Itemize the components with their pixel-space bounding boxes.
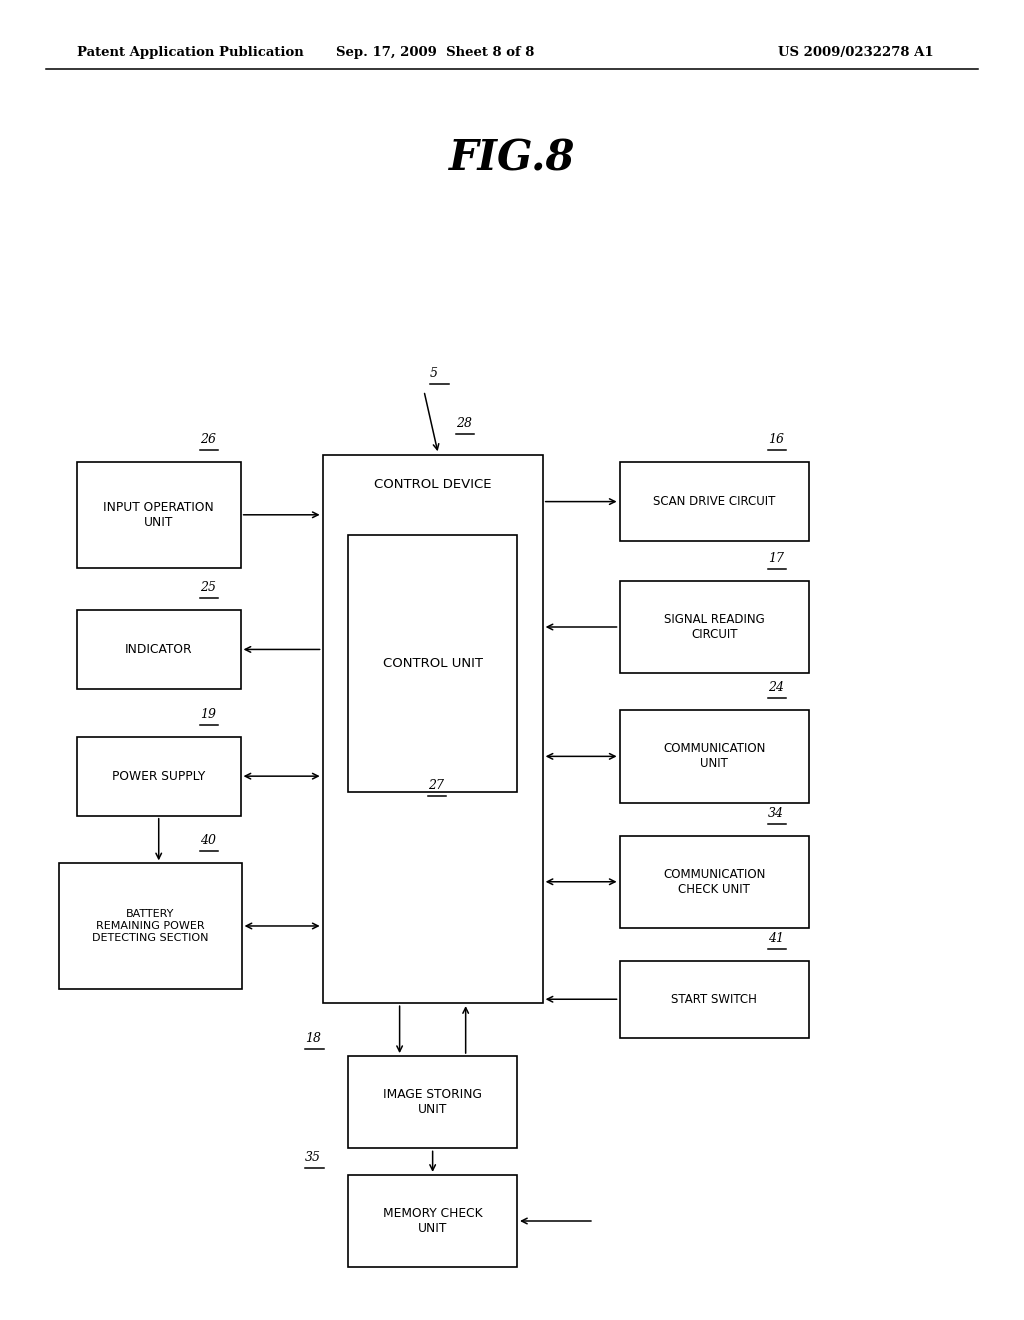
Text: 27: 27 [428, 779, 444, 792]
Text: BATTERY
REMAINING POWER
DETECTING SECTION: BATTERY REMAINING POWER DETECTING SECTIO… [92, 909, 209, 942]
Bar [348, 535, 517, 792]
Text: COMMUNICATION
CHECK UNIT: COMMUNICATION CHECK UNIT [664, 867, 765, 896]
Text: 26: 26 [200, 433, 216, 446]
Text: 35: 35 [305, 1151, 322, 1164]
Text: Patent Application Publication: Patent Application Publication [77, 46, 303, 59]
Text: 25: 25 [200, 581, 216, 594]
Bar [348, 1056, 517, 1148]
Text: INPUT OPERATION
UNIT: INPUT OPERATION UNIT [103, 500, 214, 529]
Bar [77, 610, 241, 689]
Bar [620, 710, 809, 803]
Text: POWER SUPPLY: POWER SUPPLY [112, 770, 206, 783]
Text: 17: 17 [768, 552, 784, 565]
Text: 16: 16 [768, 433, 784, 446]
Bar [77, 737, 241, 816]
Text: Sep. 17, 2009  Sheet 8 of 8: Sep. 17, 2009 Sheet 8 of 8 [336, 46, 535, 59]
Text: MEMORY CHECK
UNIT: MEMORY CHECK UNIT [383, 1206, 482, 1236]
Text: 28: 28 [456, 417, 472, 430]
Text: 41: 41 [768, 932, 784, 945]
Bar [620, 581, 809, 673]
Text: 24: 24 [768, 681, 784, 694]
Text: CONTROL UNIT: CONTROL UNIT [383, 657, 482, 669]
Text: 18: 18 [305, 1032, 322, 1045]
Text: 5: 5 [430, 367, 438, 380]
Text: COMMUNICATION
UNIT: COMMUNICATION UNIT [664, 742, 765, 771]
Text: FIG.8: FIG.8 [449, 137, 575, 180]
Bar [323, 455, 543, 1003]
Bar [620, 836, 809, 928]
Text: SIGNAL READING
CIRCUIT: SIGNAL READING CIRCUIT [664, 612, 765, 642]
Bar [348, 1175, 517, 1267]
Text: CONTROL DEVICE: CONTROL DEVICE [374, 478, 492, 491]
Bar [620, 462, 809, 541]
Text: US 2009/0232278 A1: US 2009/0232278 A1 [778, 46, 934, 59]
Bar [620, 961, 809, 1038]
Text: INDICATOR: INDICATOR [125, 643, 193, 656]
Text: START SWITCH: START SWITCH [672, 993, 757, 1006]
Text: 19: 19 [200, 708, 216, 721]
Text: IMAGE STORING
UNIT: IMAGE STORING UNIT [383, 1088, 482, 1117]
Bar [77, 462, 241, 568]
Bar [59, 863, 242, 989]
Text: SCAN DRIVE CIRCUIT: SCAN DRIVE CIRCUIT [653, 495, 775, 508]
Text: 34: 34 [768, 807, 784, 820]
Text: 40: 40 [200, 834, 216, 847]
